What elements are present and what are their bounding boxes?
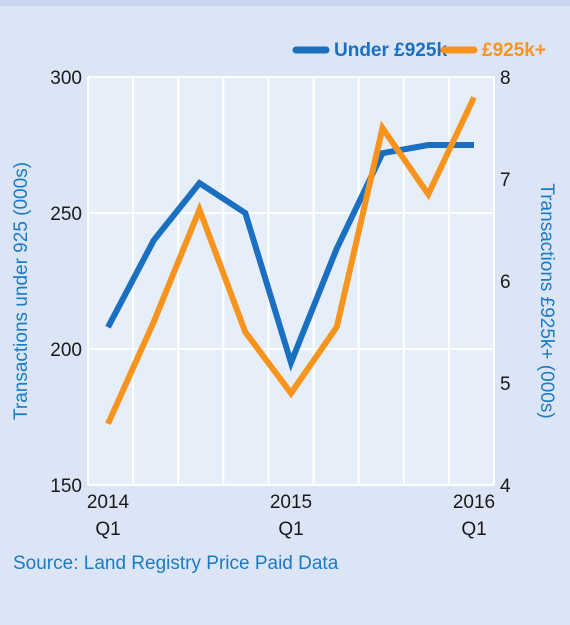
y-left-tick-label: 200 bbox=[50, 340, 82, 361]
source-note: Source: Land Registry Price Paid Data bbox=[13, 553, 339, 574]
y-right-tick-label: 4 bbox=[500, 476, 511, 497]
y-right-axis-title: Transactions £925k+ (000s) bbox=[536, 183, 557, 418]
x-tick-label-year: 2014 bbox=[87, 492, 130, 513]
y-right-tick-label: 5 bbox=[500, 374, 511, 395]
y-left-axis-title: Transactions under 925 (000s) bbox=[11, 162, 32, 420]
y-right-tick-label: 8 bbox=[500, 68, 511, 89]
y-left-tick-label: 150 bbox=[50, 476, 82, 497]
series-line-2 bbox=[105, 96, 477, 426]
x-tick-label-quarter: Q1 bbox=[278, 519, 303, 540]
y-left-tick-label: 250 bbox=[50, 204, 82, 225]
plot-area bbox=[88, 77, 494, 485]
series-line-1 bbox=[105, 142, 474, 372]
y-right-tick-label: 6 bbox=[500, 272, 511, 293]
top-rule bbox=[0, 0, 570, 6]
legend-label: Under £925k bbox=[334, 40, 447, 61]
x-tick-label-quarter: Q1 bbox=[95, 519, 120, 540]
y-left-tick-label: 300 bbox=[50, 68, 82, 89]
x-tick-label-year: 2015 bbox=[270, 492, 312, 513]
y-right-tick-label: 7 bbox=[500, 170, 511, 191]
legend-label: £925k+ bbox=[482, 40, 546, 61]
x-tick-label-year: 2016 bbox=[453, 492, 495, 513]
x-tick-label-quarter: Q1 bbox=[461, 519, 486, 540]
